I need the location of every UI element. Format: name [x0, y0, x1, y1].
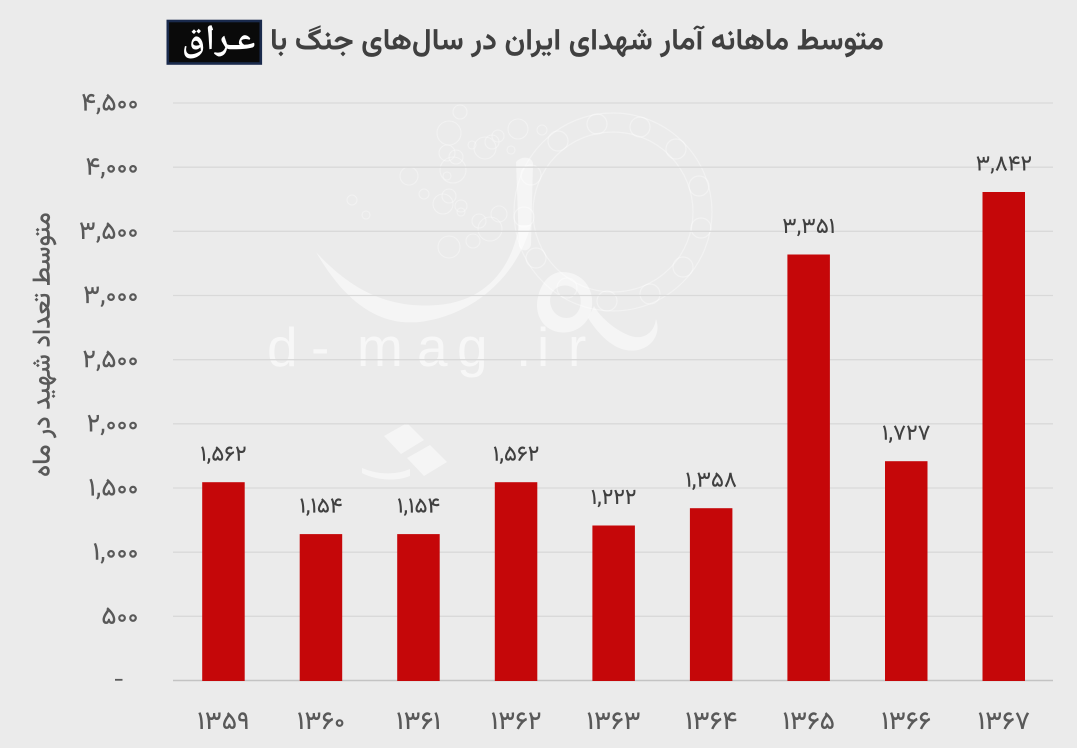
- svg-text:m: m: [357, 316, 403, 378]
- svg-text:r: r: [568, 316, 586, 378]
- svg-text:i: i: [537, 316, 549, 378]
- svg-text:a: a: [417, 316, 448, 378]
- svg-text:d: d: [267, 316, 298, 378]
- svg-text:.: .: [516, 316, 531, 378]
- svg-text:g: g: [457, 316, 488, 378]
- svg-text:-: -: [311, 316, 329, 378]
